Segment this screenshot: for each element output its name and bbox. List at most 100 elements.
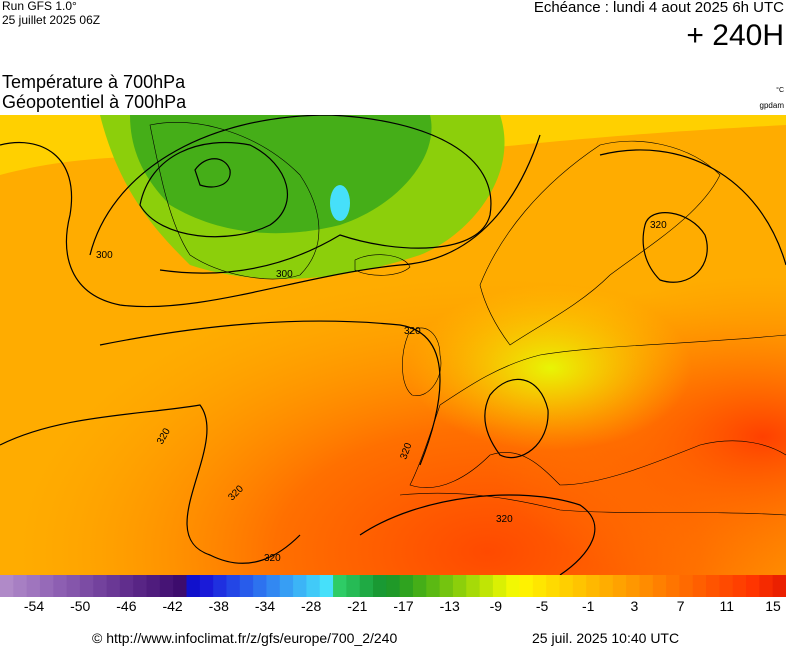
colorbar-tick-label: -46 bbox=[116, 598, 137, 614]
map-title-geopotential: Géopotentiel à 700hPa bbox=[2, 92, 187, 112]
colorbar-swatch bbox=[319, 575, 334, 597]
contour-label: 320 bbox=[496, 514, 513, 525]
europe-coast bbox=[409, 334, 786, 488]
colorbar-swatch bbox=[426, 575, 441, 597]
colorbar-tick-label: -13 bbox=[439, 598, 460, 614]
colorbar-tick-label: 7 bbox=[676, 598, 685, 614]
british-isles-coast bbox=[402, 327, 442, 396]
greenland-coast bbox=[149, 122, 320, 280]
run-model-label: Run GFS 1.0° bbox=[2, 0, 77, 13]
contour-320-med-high bbox=[484, 378, 549, 459]
colorbar-swatch bbox=[146, 575, 161, 597]
colorbar-tick-label: 11 bbox=[719, 598, 735, 614]
colorbar-swatch bbox=[359, 575, 374, 597]
colorbar-tick-label: -21 bbox=[347, 598, 368, 614]
contour-label: 300 bbox=[276, 269, 293, 280]
colorbar-tick-label: -42 bbox=[162, 598, 183, 614]
colorbar-swatch bbox=[279, 575, 294, 597]
colorbar-swatch bbox=[639, 575, 654, 597]
colorbar-tick-label: -28 bbox=[301, 598, 322, 614]
generation-time: 25 juil. 2025 10:40 UTC bbox=[532, 630, 680, 646]
colorbar-swatch bbox=[106, 575, 121, 597]
colorbar-tick-label: -5 bbox=[535, 598, 549, 614]
colorbar-swatch bbox=[186, 575, 201, 597]
colorbar-tick-labels: -54 -50 -46 -42 -38 -34 -28 -21 -17 -13 -9 -5 -1 3 7 11… bbox=[0, 598, 786, 618]
colorbar-swatch bbox=[66, 575, 81, 597]
colorbar-swatch bbox=[373, 575, 387, 597]
colorbar-tick-label: -50 bbox=[70, 598, 91, 614]
colorbar-swatch bbox=[173, 575, 188, 597]
unit-geopotential: gpdam bbox=[759, 101, 784, 110]
colorbar-swatch bbox=[532, 575, 547, 597]
colorbar-swatch bbox=[706, 575, 720, 597]
colorbar-swatch bbox=[399, 575, 414, 597]
colorbar-swatch bbox=[506, 575, 521, 597]
contour-label: 320 bbox=[264, 553, 281, 564]
lead-time-label: + 240H bbox=[686, 19, 784, 52]
contour-label: 320 bbox=[650, 220, 667, 231]
colorbar-swatch bbox=[492, 575, 507, 597]
contour-320-main bbox=[99, 320, 441, 466]
yellow-patch-europe bbox=[0, 115, 786, 575]
colorbar-swatch bbox=[772, 575, 786, 597]
contour-320-east-high bbox=[642, 212, 708, 283]
colorbar-swatch bbox=[213, 575, 227, 597]
map-title-temperature: Température à 700hPa bbox=[2, 72, 186, 92]
colorbar-swatch bbox=[479, 575, 494, 597]
contour-label: 300 bbox=[96, 250, 113, 261]
colorbar-swatch bbox=[519, 575, 534, 597]
temperature-colorbar bbox=[0, 575, 786, 597]
colorbar-tick-label: -34 bbox=[254, 598, 276, 614]
contour-310 bbox=[0, 134, 541, 308]
iceland-coast bbox=[354, 254, 411, 276]
north-africa-coast bbox=[399, 492, 786, 516]
contour-320-east bbox=[599, 149, 786, 266]
contour-320-africa bbox=[359, 494, 596, 575]
colorbar-swatch bbox=[679, 575, 694, 597]
colorbar-swatch bbox=[226, 575, 241, 597]
contour-label: 320 bbox=[404, 326, 421, 337]
colorbar-swatch bbox=[746, 575, 760, 597]
colorbar-swatch bbox=[466, 575, 481, 597]
colorbar-tick-label: -54 bbox=[23, 598, 45, 614]
colorbar-swatch bbox=[572, 575, 587, 597]
unit-temperature: °C bbox=[776, 87, 784, 94]
colorbar-swatch bbox=[93, 575, 108, 597]
scandinavia-coast bbox=[479, 140, 721, 346]
colorbar-swatch bbox=[586, 575, 600, 597]
colorbar-swatch bbox=[759, 575, 774, 597]
colorbar-swatch bbox=[546, 575, 561, 597]
weather-map: 300 300 320 320 320 320 320 320 320 bbox=[0, 115, 786, 575]
colorbar-swatch bbox=[306, 575, 321, 597]
colorbar-swatch bbox=[692, 575, 707, 597]
colorbar-swatch bbox=[599, 575, 614, 597]
colorbar-swatch bbox=[666, 575, 680, 597]
colorbar-swatch bbox=[732, 575, 747, 597]
colorbar-swatch bbox=[239, 575, 254, 597]
colorbar-swatch bbox=[719, 575, 734, 597]
colorbar-tick-label: 15 bbox=[765, 598, 781, 614]
contour-300-inner bbox=[194, 158, 231, 188]
colorbar-swatch bbox=[133, 575, 148, 597]
colorbar-tick-label: -1 bbox=[582, 598, 595, 614]
colorbar-swatch bbox=[253, 575, 267, 597]
colorbar-swatch bbox=[53, 575, 68, 597]
colorbar-swatch bbox=[612, 575, 627, 597]
colorbar-swatch bbox=[119, 575, 134, 597]
colorbar-swatch bbox=[293, 575, 307, 597]
colorbar-swatch bbox=[266, 575, 281, 597]
colorbar-swatch bbox=[79, 575, 94, 597]
colorbar-swatch bbox=[626, 575, 640, 597]
run-date-label: 25 juillet 2025 06Z bbox=[2, 13, 101, 27]
colorbar-swatch bbox=[346, 575, 361, 597]
contour-300-north bbox=[89, 115, 492, 274]
colorbar-swatch bbox=[386, 575, 401, 597]
colorbar-swatch bbox=[199, 575, 214, 597]
colorbar-swatch bbox=[26, 575, 41, 597]
geopotential-contours bbox=[0, 115, 786, 575]
colorbar-swatch bbox=[159, 575, 174, 597]
contour-320-south bbox=[0, 404, 301, 564]
colorbar-swatch bbox=[452, 575, 467, 597]
colorbar-swatch bbox=[0, 575, 14, 597]
valid-time-label: Echéance : lundi 4 aout 2025 6h UTC bbox=[533, 0, 784, 16]
